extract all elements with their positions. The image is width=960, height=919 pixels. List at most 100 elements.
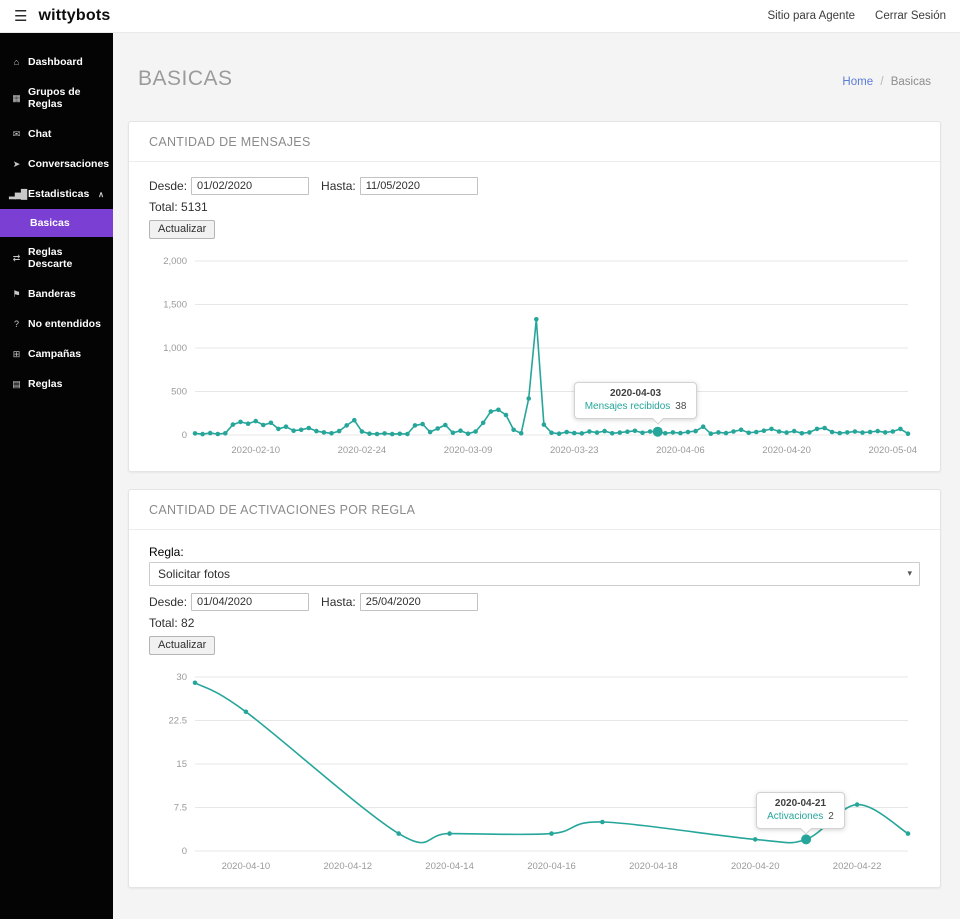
data-point[interactable] [829, 429, 835, 435]
data-point[interactable] [412, 423, 418, 428]
data-point[interactable] [587, 429, 592, 434]
data-point[interactable] [867, 429, 873, 435]
data-point[interactable] [769, 426, 774, 432]
data-point[interactable] [359, 429, 365, 434]
data-point[interactable] [845, 430, 850, 435]
data-point[interactable] [245, 421, 251, 427]
data-point[interactable] [905, 831, 911, 837]
data-point[interactable] [314, 428, 319, 434]
data-point[interactable] [579, 431, 585, 436]
data-point[interactable] [518, 431, 524, 436]
data-point[interactable] [427, 429, 433, 435]
data-point[interactable] [488, 409, 494, 414]
data-point[interactable] [890, 429, 896, 434]
data-point[interactable] [298, 427, 304, 433]
data-point[interactable] [549, 831, 554, 837]
data-point[interactable] [905, 431, 911, 437]
agent-site-link[interactable]: Sitio para Agente [767, 10, 856, 22]
data-point[interactable] [670, 430, 676, 435]
data-point[interactable] [640, 430, 645, 436]
data-point[interactable] [647, 429, 653, 434]
activations-update-button[interactable]: Actualizar [149, 636, 216, 656]
data-point[interactable] [708, 431, 714, 437]
data-point[interactable] [723, 430, 729, 436]
breadcrumb-home-link[interactable]: Home [842, 76, 874, 89]
data-point[interactable] [450, 430, 456, 436]
data-point[interactable] [480, 420, 486, 426]
data-point[interactable] [776, 429, 782, 434]
data-point[interactable] [754, 429, 759, 435]
sidebar-item-basicas[interactable]: Basicas [0, 209, 113, 237]
data-point[interactable] [473, 429, 478, 434]
data-point[interactable] [572, 430, 577, 436]
messages-desde-input[interactable] [191, 177, 310, 196]
data-point[interactable] [854, 802, 860, 808]
data-point[interactable] [822, 425, 827, 431]
data-point[interactable] [837, 430, 842, 436]
data-point[interactable] [389, 431, 395, 437]
highlight-point[interactable] [801, 834, 812, 845]
data-point[interactable] [511, 427, 516, 433]
data-point[interactable] [731, 429, 736, 434]
data-point[interactable] [625, 429, 630, 435]
data-point[interactable] [534, 317, 539, 322]
data-point[interactable] [700, 424, 706, 430]
data-point[interactable] [600, 819, 605, 825]
data-point[interactable] [458, 428, 463, 434]
sidebar-item-no-entendidos[interactable]: ? No entendidos [0, 309, 113, 339]
sidebar-item-banderas[interactable]: ⚑ Banderas [0, 279, 113, 309]
data-point[interactable] [465, 431, 471, 437]
activations-hasta-input[interactable] [359, 593, 478, 612]
data-point[interactable] [306, 425, 312, 431]
data-point[interactable] [336, 428, 342, 434]
data-point[interactable] [420, 421, 425, 427]
data-point[interactable] [329, 431, 334, 436]
data-point[interactable] [238, 419, 243, 425]
data-point[interactable] [807, 430, 812, 435]
data-point[interactable] [223, 431, 228, 436]
data-point[interactable] [215, 431, 221, 437]
data-point[interactable] [230, 422, 236, 428]
data-point[interactable] [443, 422, 448, 428]
data-point[interactable] [738, 427, 744, 433]
data-point[interactable] [268, 420, 274, 426]
data-point[interactable] [382, 431, 387, 436]
data-point[interactable] [261, 422, 266, 428]
hamburger-menu-icon[interactable]: ☰ [14, 7, 28, 25]
sidebar-item-reglas-descarte[interactable]: ⇄ Reglas Descarte [0, 237, 113, 279]
data-point[interactable] [814, 426, 820, 432]
sidebar-item-chat[interactable]: ✉ Chat [0, 119, 113, 149]
data-point[interactable] [556, 431, 562, 437]
data-point[interactable] [632, 428, 638, 434]
data-point[interactable] [594, 430, 600, 436]
messages-update-button[interactable]: Actualizar [149, 220, 216, 240]
activations-desde-input[interactable] [191, 593, 310, 612]
data-point[interactable] [564, 429, 569, 435]
data-point[interactable] [200, 431, 205, 437]
data-point[interactable] [207, 430, 213, 436]
sidebar-item-dashboard[interactable]: ⌂ Dashboard [0, 47, 113, 77]
data-point[interactable] [663, 431, 668, 436]
data-point[interactable] [276, 426, 281, 432]
data-point[interactable] [253, 418, 258, 424]
data-point[interactable] [784, 430, 789, 436]
data-point[interactable] [852, 429, 858, 434]
data-point[interactable] [374, 431, 380, 437]
data-point[interactable] [541, 422, 547, 428]
data-point[interactable] [447, 831, 452, 837]
data-point[interactable] [321, 430, 327, 435]
data-point[interactable] [352, 418, 357, 423]
data-point[interactable] [243, 709, 249, 715]
logout-link[interactable]: Cerrar Sesión [875, 10, 946, 22]
highlight-point[interactable] [652, 426, 663, 437]
data-point[interactable] [396, 831, 401, 837]
data-point[interactable] [791, 428, 797, 434]
sidebar-item-estadisticas[interactable]: ▂▅█ Estadisticas ∧ [0, 179, 113, 209]
data-point[interactable] [746, 430, 751, 436]
data-point[interactable] [609, 431, 615, 436]
data-point[interactable] [549, 430, 554, 436]
data-point[interactable] [192, 680, 198, 686]
data-point[interactable] [617, 430, 623, 436]
data-point[interactable] [283, 424, 289, 430]
sidebar-item-reglas[interactable]: ▤ Reglas [0, 369, 113, 399]
